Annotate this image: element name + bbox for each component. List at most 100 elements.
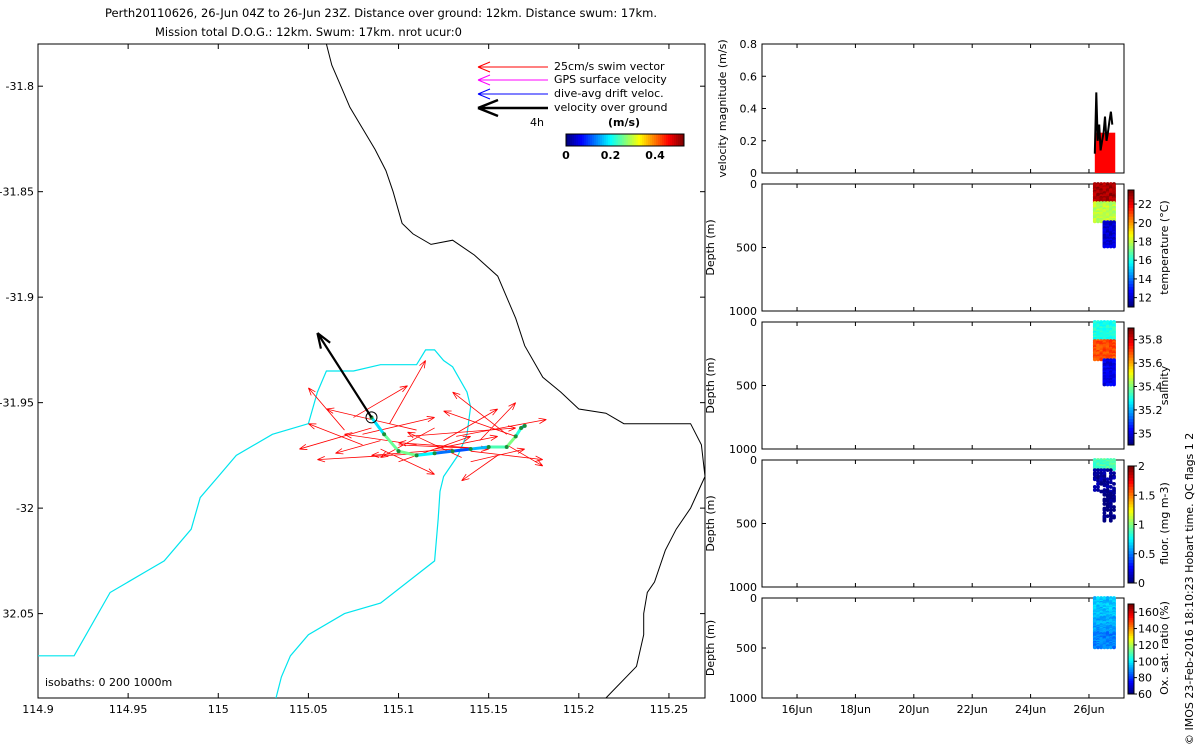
salinity-colorbar-cell bbox=[1128, 442, 1134, 446]
colorbar-cell bbox=[622, 134, 625, 146]
salinity-colorbar-cell bbox=[1128, 418, 1134, 422]
salinity-data-point bbox=[1092, 357, 1097, 362]
colorbar-cell bbox=[578, 134, 581, 146]
fluorescence-colorbar-cell bbox=[1128, 571, 1134, 575]
oxygen-colorbar-cell bbox=[1128, 676, 1134, 679]
track-segment bbox=[382, 433, 400, 453]
fluorescence-data-point bbox=[1112, 467, 1116, 472]
swim-vector-arrow bbox=[434, 434, 498, 450]
track-point bbox=[450, 449, 455, 454]
fluorescence-colorbar-tick-label: 1 bbox=[1138, 519, 1145, 532]
colorbar-cell bbox=[670, 134, 673, 146]
fluorescence-data-point bbox=[1105, 468, 1110, 473]
salinity-y-tick-label: 0 bbox=[750, 316, 757, 329]
colorbar-cell bbox=[618, 134, 621, 146]
salinity-colorbar-cell bbox=[1128, 345, 1134, 349]
fluorescence-colorbar-cell bbox=[1128, 565, 1134, 569]
temperature-colorbar-cell bbox=[1128, 239, 1134, 244]
fluorescence-colorbar-cell bbox=[1128, 536, 1134, 540]
salinity-colorbar-cell bbox=[1128, 383, 1134, 387]
colorbar-cell bbox=[580, 134, 583, 146]
time-tick-label: 22Jun bbox=[957, 703, 988, 716]
fluorescence-colorbar-cell bbox=[1128, 527, 1134, 531]
legend-item-swim: 25cm/s swim vector bbox=[477, 60, 665, 73]
temperature-colorbar-frame bbox=[1127, 189, 1135, 308]
swim-vector-arrow bbox=[389, 360, 426, 424]
velocity-over-ground-vector bbox=[316, 332, 373, 419]
fluorescence-colorbar-cell bbox=[1128, 498, 1134, 502]
swim-vector-arrow bbox=[470, 447, 525, 463]
fluorescence-colorbar-cell bbox=[1128, 515, 1134, 520]
fluorescence-colorbar-cell bbox=[1128, 524, 1134, 528]
legend-drift-arrow bbox=[477, 88, 548, 100]
colorbar-cell bbox=[568, 134, 571, 146]
salinity-colorbar-cell bbox=[1128, 360, 1134, 364]
swim-vector-arrow bbox=[299, 427, 372, 450]
fluorescence-data-point bbox=[1105, 505, 1110, 509]
temperature-colorbar-cell bbox=[1128, 268, 1134, 273]
temperature-colorbar-cell bbox=[1128, 292, 1134, 296]
swim-vectors bbox=[299, 360, 547, 482]
salinity-colorbar-cell bbox=[1128, 430, 1134, 434]
swim-vector-arrow bbox=[308, 387, 345, 431]
fluorescence-data-point bbox=[1092, 468, 1097, 473]
time-tick-label: 20Jun bbox=[898, 703, 929, 716]
map-axes-frame bbox=[37, 43, 706, 699]
colorbar-cell bbox=[682, 134, 685, 146]
oxygen-colorbar-cell bbox=[1128, 604, 1134, 607]
fluorescence-data-point bbox=[1112, 508, 1116, 512]
credit-text: © IMOS 23-Feb-2016 18:10:23 Hobart time.… bbox=[1183, 433, 1196, 745]
oxygen-colorbar-cell bbox=[1128, 617, 1134, 621]
gps-track bbox=[365, 411, 527, 458]
fluorescence-data-point bbox=[1096, 475, 1100, 480]
swim-vector-arrow bbox=[380, 427, 435, 458]
legend-item-drift: dive-avg drift veloc. bbox=[477, 87, 664, 100]
oxygen-colorbar-frame bbox=[1127, 603, 1135, 695]
salinity-colorbar-cell bbox=[1128, 371, 1134, 376]
salinity-colorbar-cell bbox=[1128, 354, 1134, 358]
oxygen-data-point bbox=[1099, 645, 1104, 650]
map-x-tick-label: 115.25 bbox=[650, 703, 689, 716]
fluorescence-data-point bbox=[1108, 505, 1113, 509]
map-ticks: 114.9 114.95 115 115.05 115.1 115.15 115.2 115.… bbox=[0, 44, 705, 716]
time-tick-label: 18Jun bbox=[840, 703, 871, 716]
oxygen-colorbar-cell bbox=[1128, 626, 1134, 630]
fluorescence-data-point bbox=[1102, 478, 1107, 483]
salinity-colorbar-cell bbox=[1128, 357, 1134, 361]
fluorescence-data-point bbox=[1108, 514, 1113, 519]
fluorescence-y-label: Depth (m) bbox=[704, 495, 717, 551]
fluorescence-colorbar-cell bbox=[1128, 506, 1134, 511]
fluorescence-data-point bbox=[1096, 468, 1100, 473]
fluorescence-data-point bbox=[1108, 485, 1113, 489]
temperature-y-label: Depth (m) bbox=[704, 219, 717, 275]
fluorescence-y-tick-label: 0 bbox=[750, 454, 757, 467]
colorbar-cell bbox=[652, 134, 655, 146]
oxygen-colorbar-cell bbox=[1128, 619, 1134, 623]
temperature-colorbar-cell bbox=[1128, 195, 1134, 200]
oxygen-colorbar-cell bbox=[1128, 685, 1134, 688]
temperature-colorbar-cell bbox=[1128, 301, 1134, 305]
map-x-tick-label: 115.15 bbox=[469, 703, 508, 716]
fluorescence-colorbar-cell bbox=[1128, 509, 1134, 514]
colorbar-cell bbox=[626, 134, 629, 146]
oxygen-colorbar-tick-label: 100 bbox=[1138, 655, 1159, 668]
fluorescence-colorbar-cell bbox=[1128, 501, 1134, 505]
fluorescence-colorbar-cell bbox=[1128, 471, 1134, 476]
colorbar-cell bbox=[574, 134, 577, 146]
fluorescence-colorbar-cell bbox=[1128, 574, 1134, 578]
fluorescence-data-point bbox=[1112, 481, 1116, 486]
velocity-panel-frame bbox=[761, 43, 1125, 174]
temperature-data-point bbox=[1102, 244, 1107, 249]
oxygen-colorbar-tick-label: 80 bbox=[1138, 672, 1152, 685]
fluorescence-colorbar-tick-label: 0.5 bbox=[1138, 548, 1156, 561]
fluorescence-data-point bbox=[1112, 498, 1116, 503]
colorbar-cell bbox=[600, 134, 603, 146]
colorbar-cell bbox=[566, 134, 569, 146]
temperature-colorbar-cell bbox=[1128, 230, 1134, 235]
fluorescence-data-point bbox=[1102, 511, 1107, 515]
salinity-colorbar-cell bbox=[1128, 342, 1134, 346]
oxygen-y-tick-label: 1000 bbox=[729, 692, 757, 705]
salinity-colorbar-cell bbox=[1128, 436, 1134, 440]
fluorescence-data-point bbox=[1099, 489, 1104, 494]
colorbar-cell bbox=[598, 134, 601, 146]
